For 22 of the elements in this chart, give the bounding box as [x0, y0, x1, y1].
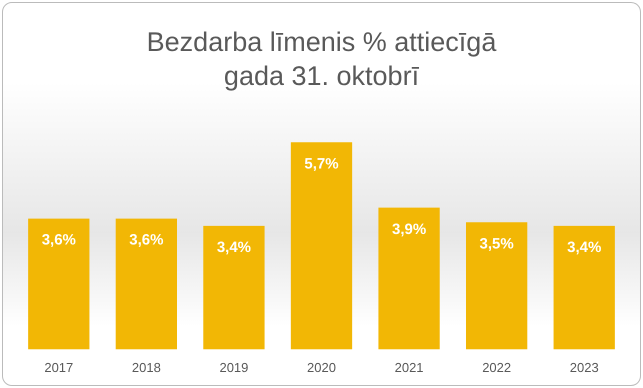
bar: [378, 208, 440, 350]
bar: [290, 142, 352, 350]
x-tick-label: 2018: [132, 360, 161, 375]
chart-title: Bezdarba līmenis % attiecīgā gada 31. oktobrī: [146, 26, 498, 93]
data-label: 3,4%: [216, 238, 252, 256]
bar: [203, 226, 265, 350]
x-tick-label: 2021: [394, 360, 424, 375]
x-tick-label: 2023: [570, 360, 599, 375]
data-label: 3,4%: [567, 238, 602, 256]
x-tick-label: 2022: [482, 360, 512, 375]
bar: [554, 226, 615, 350]
bar: [116, 218, 178, 350]
data-label: 3,5%: [480, 235, 514, 252]
bar: [466, 222, 528, 350]
data-label: 3,6%: [42, 232, 76, 249]
x-tick-label: 2019: [219, 360, 248, 375]
x-tick-label: 2017: [44, 360, 74, 375]
data-label: 3,6%: [129, 232, 164, 249]
x-tick-label: 2020: [307, 360, 336, 375]
bar: [28, 218, 90, 350]
data-label: 3,9%: [392, 220, 426, 238]
data-label: 5,7%: [304, 155, 339, 172]
